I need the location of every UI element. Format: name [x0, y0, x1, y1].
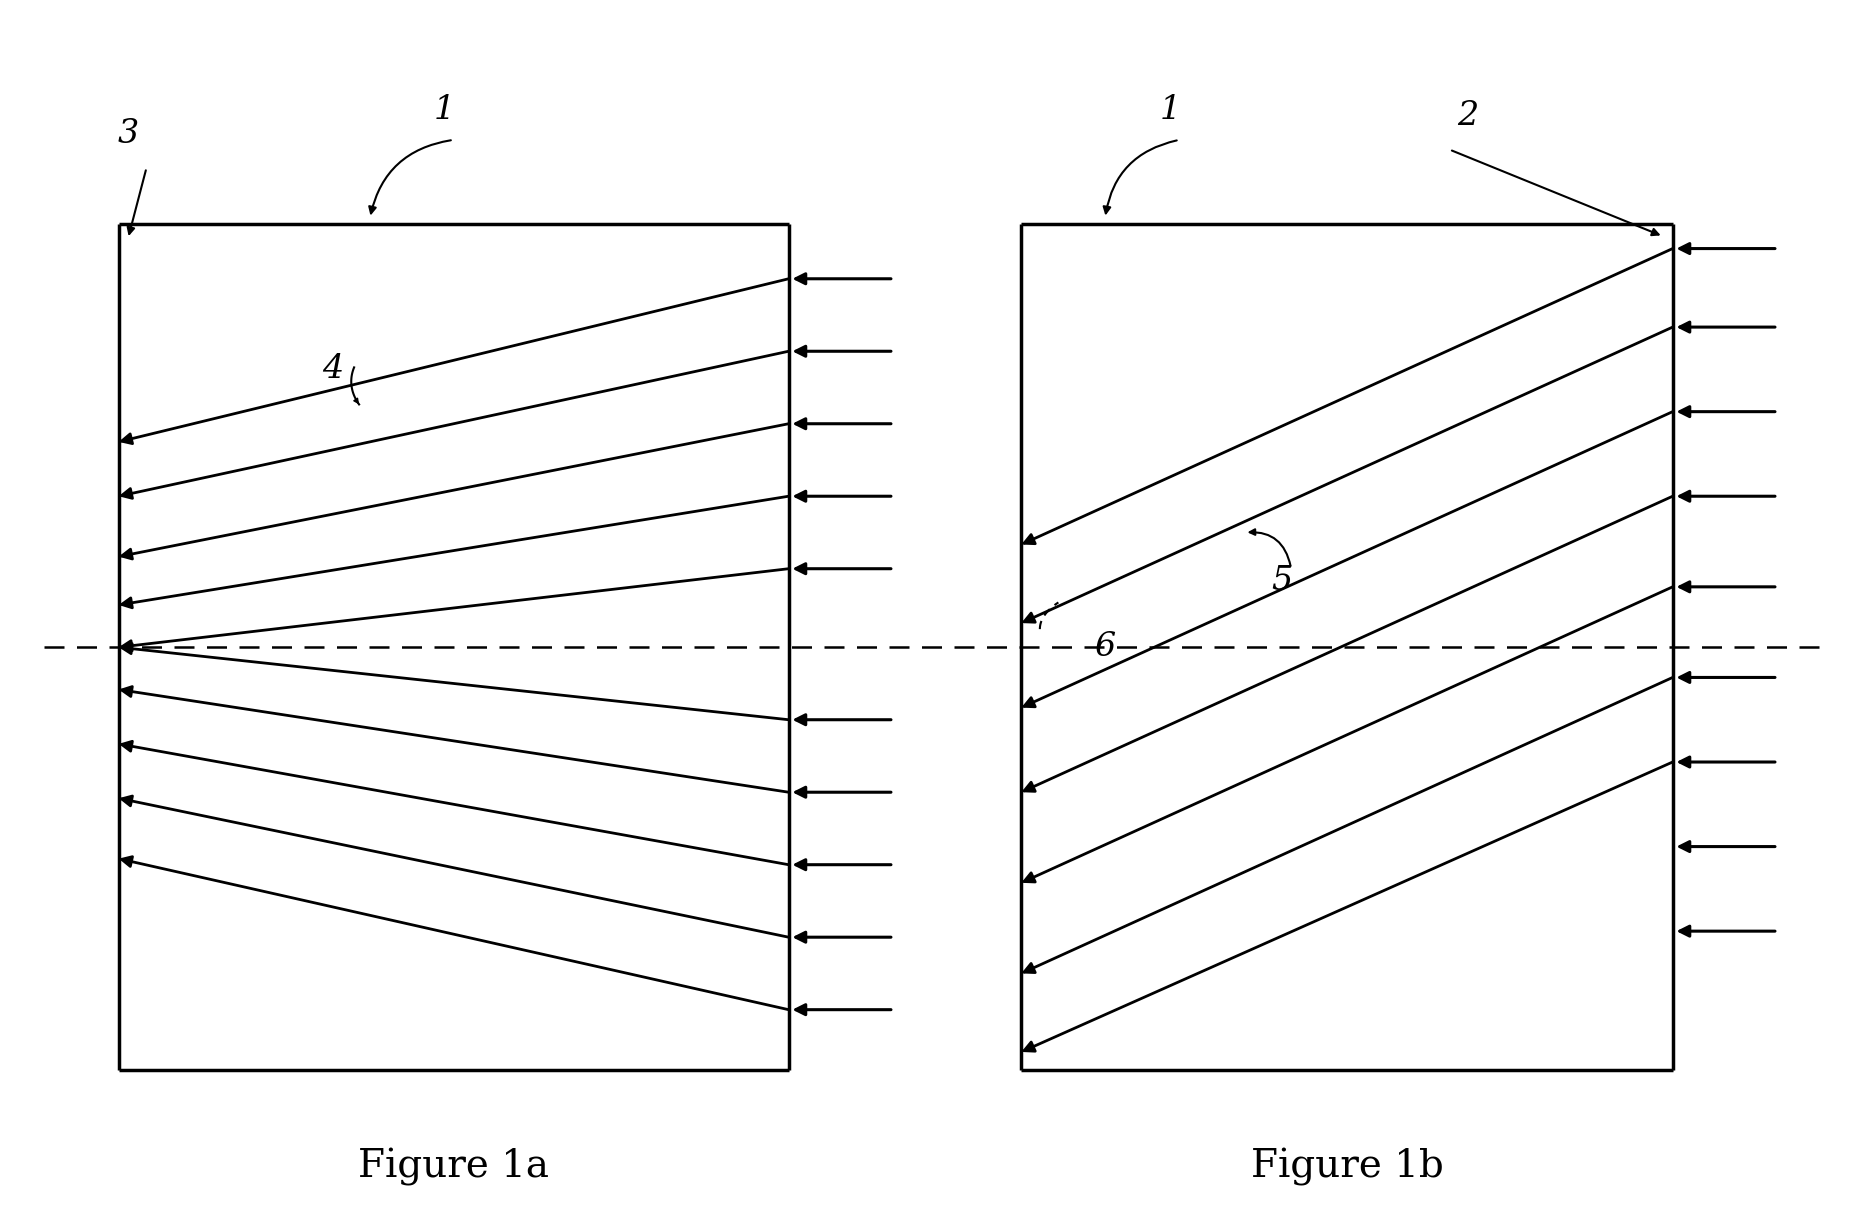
Text: 1: 1: [433, 94, 456, 126]
Text: 2: 2: [1457, 100, 1479, 132]
Text: 4: 4: [322, 353, 343, 385]
Text: 3: 3: [118, 117, 139, 150]
Text: 6: 6: [1095, 632, 1116, 664]
Text: Figure 1b: Figure 1b: [1251, 1147, 1444, 1185]
Text: 1: 1: [1159, 94, 1181, 126]
Text: 5: 5: [1271, 565, 1292, 596]
Text: Figure 1a: Figure 1a: [358, 1147, 549, 1185]
